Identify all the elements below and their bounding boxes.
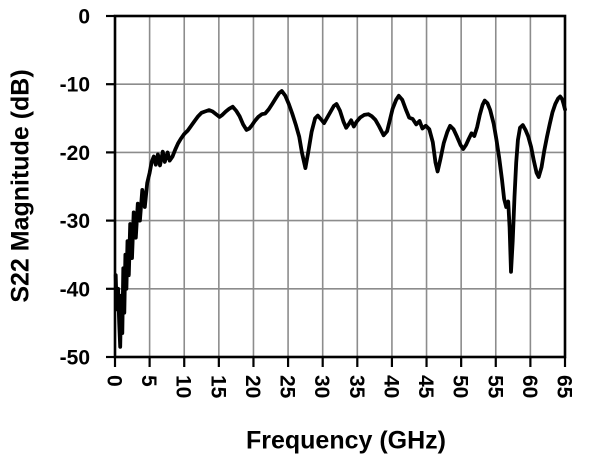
y-tick-label: -50 — [60, 347, 90, 370]
x-tick-label: 15 — [206, 375, 229, 399]
x-axis-title: Frequency (GHz) — [245, 426, 447, 455]
y-tick-label: -40 — [60, 278, 90, 301]
x-tick-label: 20 — [241, 375, 264, 398]
x-tick-label: 35 — [345, 375, 368, 399]
x-tick-label: 60 — [518, 375, 541, 398]
x-tick-label: 0 — [103, 375, 126, 387]
x-tick-label: 40 — [379, 375, 402, 398]
y-tick-label: -20 — [60, 142, 90, 165]
x-tick-label: 25 — [276, 375, 299, 399]
x-tick-label: 10 — [172, 375, 195, 398]
x-tick-label: 45 — [414, 375, 437, 399]
plot-border — [113, 14, 567, 359]
x-tick-label: 65 — [553, 375, 576, 399]
x-tick-label: 5 — [137, 375, 160, 387]
x-tick-label: 50 — [449, 375, 472, 398]
x-tick-label: 30 — [310, 375, 333, 398]
y-tick-label: -10 — [60, 74, 90, 97]
y-tick-label: -30 — [60, 210, 90, 233]
s22-curve — [113, 89, 567, 349]
y-tick-label: 0 — [78, 6, 90, 29]
x-tick-label: 55 — [483, 375, 506, 399]
